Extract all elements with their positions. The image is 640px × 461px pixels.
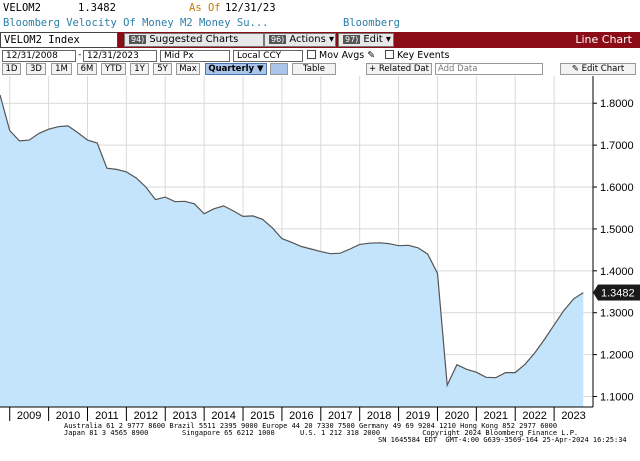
line-chart[interactable]: 1.8000 1.7000 1.6000 1.5000 1.4000 1.3000 1.20… xyxy=(0,76,640,421)
edit-chart-label: Edit Chart xyxy=(581,64,625,74)
as-of-label: As Of xyxy=(189,2,221,14)
related-data-button[interactable]: + Related Dat xyxy=(366,63,432,75)
currency-select[interactable]: Local CCY xyxy=(233,50,303,62)
period-1m-button[interactable]: 1M xyxy=(51,63,72,75)
period-3d-button[interactable]: 3D xyxy=(26,63,46,75)
pencil-icon: ✎ xyxy=(571,64,582,74)
y-tick-label: 1.5000 xyxy=(600,224,634,236)
last-value-marker: 1.3482 xyxy=(593,284,640,301)
footer-contacts-1: Australia 61 2 9777 8600 Brazil 5511 239… xyxy=(64,422,558,430)
period-1y-button[interactable]: 1Y xyxy=(130,63,149,75)
key-events-toggle[interactable]: Key Events xyxy=(385,50,449,61)
edit-label: Edit ▾ xyxy=(363,34,391,45)
end-date-field[interactable]: 12/31/2023 xyxy=(83,50,157,62)
y-tick-label: 1.2000 xyxy=(600,350,634,362)
x-tick-label: 2014 xyxy=(211,410,235,421)
table-button[interactable]: Table xyxy=(292,63,336,75)
plus-icon: + xyxy=(369,64,379,74)
source-label: Bloomberg xyxy=(343,17,400,29)
y-tick-label: 1.6000 xyxy=(600,182,634,194)
series-line xyxy=(0,94,584,388)
key-events-label: Key Events xyxy=(397,50,450,61)
y-tick-label: 1.1000 xyxy=(600,392,634,404)
ticker-short: VELOM2 xyxy=(3,2,41,14)
suggested-label: Suggested Charts xyxy=(149,34,239,45)
footer-contacts-2: Japan 81 3 4565 8900 Singapore 65 6212 1… xyxy=(64,429,579,437)
chart-style-button[interactable] xyxy=(270,63,288,75)
x-axis: 2009 2010 2011 2012 2013 2014 2015 2016 2017 2018… xyxy=(0,406,593,421)
period-max-button[interactable]: Max xyxy=(176,63,200,75)
actions-number: 96) xyxy=(269,35,287,44)
y-tick-label: 1.4000 xyxy=(600,266,634,278)
key-events-checkbox[interactable] xyxy=(385,50,394,59)
y-axis: 1.8000 1.7000 1.6000 1.5000 1.4000 1.3000 1.20… xyxy=(592,76,634,407)
add-data-input[interactable]: Add Data xyxy=(435,63,543,75)
edit-chart-button[interactable]: ✎ Edit Chart xyxy=(560,63,636,75)
period-5y-button[interactable]: 5Y xyxy=(153,63,172,75)
frequency-select[interactable]: Quarterly ▼ xyxy=(205,63,267,75)
mov-avgs-edit-icon[interactable]: ✎ xyxy=(367,50,376,61)
x-tick-label: 2020 xyxy=(445,410,469,421)
security-header: VELOM2 1.3482 As Of 12/31/23 xyxy=(0,0,640,16)
last-value-label: 1.3482 xyxy=(601,288,635,300)
description-row: Bloomberg Velocity Of Money M2 Money Su.… xyxy=(0,16,640,30)
start-date-field[interactable]: 12/31/2008 xyxy=(2,50,76,62)
actions-button[interactable]: 96) Actions ▾ xyxy=(264,33,336,47)
last-value-pointer xyxy=(593,284,598,301)
x-tick-label: 2021 xyxy=(484,410,508,421)
last-value-box xyxy=(598,284,640,301)
period-ytd-button[interactable]: YTD xyxy=(101,63,126,75)
edit-number: 97) xyxy=(343,35,361,44)
y-tick-label: 1.7000 xyxy=(600,140,634,152)
price-field-select[interactable]: Mid Px xyxy=(160,50,230,62)
period-toolbar: 1D 3D 1M 6M YTD 1Y 5Y Max Quarterly ▼ Ta… xyxy=(0,63,640,76)
mov-avgs-checkbox[interactable] xyxy=(307,50,316,59)
x-tick-label: 2023 xyxy=(561,410,585,421)
x-tick-label: 2019 xyxy=(406,410,430,421)
series-area-fill xyxy=(0,94,584,408)
chart-type-label: Line Chart xyxy=(575,33,632,46)
period-6m-button[interactable]: 6M xyxy=(77,63,97,75)
edit-button[interactable]: 97) Edit ▾ xyxy=(338,33,394,47)
x-tick-label: 2010 xyxy=(56,410,80,421)
last-value: 1.3482 xyxy=(78,2,116,14)
x-tick-label: 2022 xyxy=(522,410,546,421)
x-tick-label: 2009 xyxy=(17,410,41,421)
y-tick-label: 1.8000 xyxy=(600,98,634,110)
footer-session-info: SN 1645584 EDT GMT-4:00 G639-3569-164 25… xyxy=(378,436,627,444)
parameters-row: 12/31/2008 - 12/31/2023 Mid Px Local CCY… xyxy=(0,49,640,63)
suggested-charts-button[interactable]: 94) Suggested Charts xyxy=(124,33,264,47)
security-description: Bloomberg Velocity Of Money M2 Money Su.… xyxy=(3,17,269,29)
x-tick-label: 2015 xyxy=(250,410,274,421)
x-tick-label: 2011 xyxy=(95,410,119,421)
as-of-date: 12/31/23 xyxy=(225,2,276,14)
related-data-label: Related Dat xyxy=(378,64,429,74)
actions-label: Actions ▾ xyxy=(289,34,335,45)
command-bar: VELOM2 Index 94) Suggested Charts 96) Acti… xyxy=(0,32,640,48)
mov-avgs-label: Mov Avgs xyxy=(319,50,365,61)
y-tick-label: 1.3000 xyxy=(600,308,634,320)
suggested-number: 94) xyxy=(129,35,147,44)
x-tick-label: 2012 xyxy=(134,410,158,421)
x-tick-label: 2017 xyxy=(328,410,352,421)
security-field[interactable]: VELOM2 Index xyxy=(0,32,118,48)
period-1d-button[interactable]: 1D xyxy=(2,63,21,75)
x-tick-label: 2013 xyxy=(172,410,196,421)
x-tick-label: 2018 xyxy=(367,410,391,421)
date-separator: - xyxy=(77,50,83,60)
x-tick-label: 2016 xyxy=(289,410,313,421)
mov-avgs-toggle[interactable]: Mov Avgs ✎ xyxy=(307,50,375,61)
footer: Australia 61 2 9777 8600 Brazil 5511 239… xyxy=(0,421,640,461)
